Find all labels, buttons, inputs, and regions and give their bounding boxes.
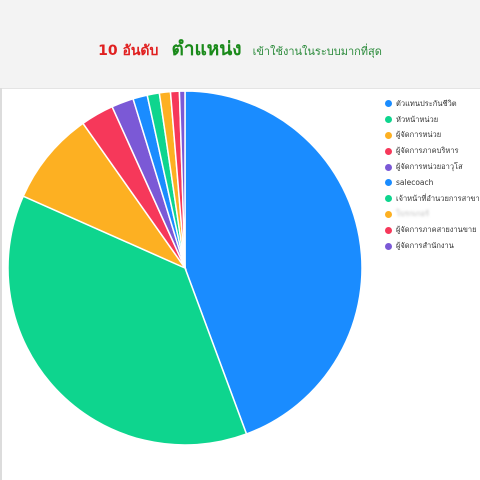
legend-item-9[interactable]: ผู้จัดการภาคสายงานขาย xyxy=(385,222,480,238)
legend-label: salecoach xyxy=(396,178,434,188)
legend-swatch xyxy=(385,210,392,218)
legend-swatch xyxy=(385,195,392,203)
legend-swatch xyxy=(385,242,392,250)
legend-label: ผู้จัดการสำนักงาน xyxy=(396,241,454,251)
legend-label: ผู้จัดการภาคบริหาร xyxy=(396,146,459,156)
legend-swatch xyxy=(385,131,392,139)
chart-title: 10 อันดับ ตำแหน่ง เข้าใช้งานในระบบมากที่… xyxy=(0,34,480,64)
chart-header: 10 อันดับ ตำแหน่ง เข้าใช้งานในระบบมากที่… xyxy=(0,0,480,89)
legend-item-10[interactable]: ผู้จัดการสำนักงาน xyxy=(385,238,480,254)
legend-label: โบรกเกอร์ xyxy=(396,209,429,219)
title-usage: เข้าใช้งานในระบบมากที่สุด xyxy=(252,45,382,58)
legend-swatch xyxy=(385,147,392,155)
legend-item-1[interactable]: ตัวแทนประกันชีวิต xyxy=(385,96,480,112)
title-rank: 10 อันดับ xyxy=(98,43,159,59)
legend-label: หัวหน้าหน่วย xyxy=(396,114,439,124)
legend-swatch xyxy=(385,179,392,187)
pie-slice-10[interactable] xyxy=(178,90,186,269)
legend-item-7[interactable]: เจ้าหน้าที่อำนวยการสาขา xyxy=(385,191,480,207)
pie-slice-1[interactable] xyxy=(184,90,363,435)
title-position: ตำแหน่ง xyxy=(171,38,242,60)
legend-swatch xyxy=(385,226,392,234)
legend-item-5[interactable]: ผู้จัดการหน่วยอาวุโส xyxy=(385,159,480,175)
legend-label: ตัวแทนประกันชีวิต xyxy=(396,98,457,108)
pie-slice-2[interactable] xyxy=(7,195,248,446)
legend-label: เจ้าหน้าที่อำนวยการสาขา xyxy=(396,193,480,203)
legend-item-3[interactable]: ผู้จัดการหน่วย xyxy=(385,128,480,144)
pie-chart xyxy=(7,90,363,446)
legend-swatch xyxy=(385,116,392,124)
legend-label: ผู้จัดการหน่วย xyxy=(396,130,442,140)
legend-swatch xyxy=(385,163,392,171)
legend-item-8[interactable]: โบรกเกอร์ xyxy=(385,207,480,223)
legend-swatch xyxy=(385,100,392,108)
legend-label: ผู้จัดการหน่วยอาวุโส xyxy=(396,162,463,172)
legend-item-2[interactable]: หัวหน้าหน่วย xyxy=(385,112,480,128)
chart-legend: ตัวแทนประกันชีวิตหัวหน้าหน่วยผู้จัดการหน… xyxy=(385,96,480,254)
legend-label: ผู้จัดการภาคสายงานขาย xyxy=(396,225,477,235)
pie-slice-3[interactable] xyxy=(22,122,188,270)
frame-border xyxy=(0,88,2,480)
legend-item-6[interactable]: salecoach xyxy=(385,175,480,191)
legend-item-4[interactable]: ผู้จัดการภาคบริหาร xyxy=(385,143,480,159)
